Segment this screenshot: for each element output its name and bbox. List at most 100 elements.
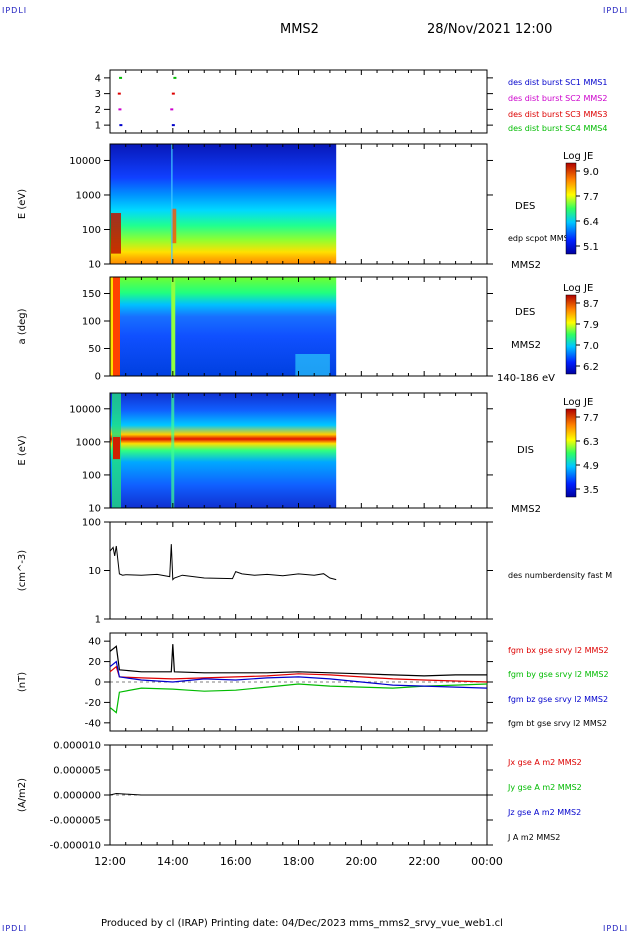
des-energy-scpot-label: edp scpot MMS2 <box>508 234 574 243</box>
current-density-legend-entry: Jx gse A m2 MMS2 <box>507 758 582 767</box>
des-pitch-colorbar-tick-label: 7.0 <box>583 341 599 352</box>
density-legend-entry: des numberdensity fast M <box>508 571 612 580</box>
des-energy-colorbar-tick-label: 9.0 <box>583 167 599 178</box>
datetime-title: 28/Nov/2021 12:00 <box>427 22 553 37</box>
dis-energy-colorbar <box>565 408 577 498</box>
dis-energy-colorbar-tick-label: 3.5 <box>583 485 599 496</box>
des-pitch-ytick-label: 100 <box>82 317 101 328</box>
des-energy-colorbar <box>565 162 577 255</box>
des-energy-colorbar-tick-label: 7.7 <box>583 192 599 203</box>
current-density-ytick-label: 0.000000 <box>53 791 101 802</box>
dis-energy-ytick-label: 1000 <box>76 437 101 448</box>
corner-label-top-left: IPDLI <box>2 6 28 15</box>
x-axis-tick-label: 00:00 <box>471 855 503 868</box>
availability-ytick-label: 3 <box>95 89 101 100</box>
availability-mark <box>173 76 177 79</box>
magnetic-field-ytick-label: 20 <box>88 657 101 668</box>
magnetic-field-ytick-label: -40 <box>85 718 101 729</box>
current-density-ytick-label: 0.000005 <box>53 766 101 777</box>
magnetic-field-legend-entry: fgm by gse srvy l2 MMS2 <box>508 670 609 679</box>
des-pitch-colorbar-title: Log JE <box>563 283 593 294</box>
current-density-ytick-label: -0.000010 <box>50 841 101 852</box>
availability-mark <box>170 108 174 111</box>
availability-mark <box>171 124 175 127</box>
magnetic-field-legend-entry: fgm bz gse srvy l2 MMS2 <box>508 695 608 704</box>
des-energy-ylabel: E (eV) <box>17 189 28 219</box>
availability-mark <box>118 108 122 111</box>
des-pitch-spectrogram-hotspot <box>112 277 120 376</box>
des-pitch-spectrogram-hotspot <box>110 277 113 376</box>
density-ytick-label: 10 <box>88 566 101 577</box>
des-energy-colorbar-tick-label: 6.4 <box>583 217 599 228</box>
dis-energy-colorbar-title: Log JE <box>563 397 593 408</box>
density-series-line <box>109 544 337 581</box>
x-axis-tick-label: 16:00 <box>220 855 252 868</box>
x-axis-tick-label: 22:00 <box>408 855 440 868</box>
availability-legend-entry: des dist burst SC3 MMS3 <box>508 110 607 119</box>
des-energy-spectrogram-hotspot <box>111 213 121 254</box>
dis-energy-spectrogram-hotspot <box>113 437 120 460</box>
corner-label-bottom-left: IPDLI <box>2 924 28 933</box>
density-ytick-label: 100 <box>82 518 101 529</box>
corner-label-top-right: IPDLI <box>603 6 629 15</box>
availability-panel-frame <box>109 69 488 134</box>
x-axis-tick-label: 20:00 <box>345 855 377 868</box>
des-pitch-ytick-label: 0 <box>95 372 101 383</box>
des-pitch-ytick-label: 150 <box>82 289 101 300</box>
dis-energy-colorbar-tick-label: 4.9 <box>583 461 599 472</box>
dis-energy-ytick-label: 10 <box>88 504 101 515</box>
dis-energy-spacecraft-label: MMS2 <box>511 504 541 515</box>
dis-energy-label: DIS <box>517 445 534 456</box>
des-energy-ytick-label: 10000 <box>69 156 101 167</box>
dis-energy-ytick-label: 10000 <box>69 404 101 415</box>
magnetic-field-series-line <box>109 660 488 689</box>
availability-mark <box>119 76 123 79</box>
des-pitch-ytick-label: 50 <box>88 344 101 355</box>
current-density-ytick-label: -0.000005 <box>50 816 101 827</box>
current-density-legend-entry: Jz gse A m2 MMS2 <box>507 808 581 817</box>
des-pitch-ylabel: a (deg) <box>17 308 28 344</box>
dis-energy-ylabel: E (eV) <box>17 435 28 465</box>
magnetic-field-series-line <box>109 683 488 714</box>
current-density-series-line <box>109 792 487 796</box>
dis-energy-colorbar-tick-label: 6.3 <box>583 437 599 448</box>
current-density-ytick-label: 0.000010 <box>53 741 101 752</box>
des-energy-ytick-label: 100 <box>82 225 101 236</box>
des-energy-spectrogram <box>110 144 337 264</box>
x-axis-tick-label: 12:00 <box>94 855 126 868</box>
availability-legend-entry: des dist burst SC2 MMS2 <box>508 94 607 103</box>
des-energy-spacecraft-label: MMS2 <box>511 260 541 271</box>
des-pitch-energy-label: 140-186 eV <box>497 373 555 384</box>
dis-energy-spectrogram-spike <box>171 393 175 508</box>
corner-label-bottom-right: IPDLI <box>603 924 629 933</box>
availability-ytick-label: 2 <box>95 105 101 116</box>
availability-legend-entry: des dist burst SC1 MMS1 <box>508 78 607 87</box>
availability-ytick-label: 1 <box>95 121 101 132</box>
density-panel-frame <box>109 521 488 620</box>
x-axis-tick-label: 14:00 <box>157 855 189 868</box>
current-density-legend-entry: Jy gse A m2 MMS2 <box>507 783 582 792</box>
density-ylabel: (cm^-3) <box>17 550 28 591</box>
availability-ytick-label: 4 <box>95 73 101 84</box>
des-pitch-colorbar-tick-label: 6.2 <box>583 362 599 373</box>
availability-mark <box>171 92 175 95</box>
des-pitch-label: DES <box>515 307 535 318</box>
x-axis-tick-label: 18:00 <box>283 855 315 868</box>
des-pitch-spacecraft-label: MMS2 <box>511 340 541 351</box>
availability-legend-entry: des dist burst SC4 MMS4 <box>508 124 607 133</box>
magnetic-field-ytick-label: -20 <box>85 698 101 709</box>
des-energy-colorbar-tick-label: 5.1 <box>583 242 599 253</box>
magnetic-field-series-line <box>109 665 488 683</box>
magnetic-field-legend-entry: fgm bx gse srvy l2 MMS2 <box>508 646 609 655</box>
des-energy-ytick-label: 1000 <box>76 190 101 201</box>
des-energy-colorbar-title: Log JE <box>563 151 593 162</box>
des-pitch-colorbar-tick-label: 7.9 <box>583 320 599 331</box>
magnetic-field-legend-entry: fgm bt gse srvy l2 MMS2 <box>508 719 607 728</box>
magnetic-field-ytick-label: 0 <box>95 678 101 689</box>
dis-energy-ytick-label: 100 <box>82 470 101 481</box>
spacecraft-title: MMS2 <box>280 22 319 37</box>
current-density-legend-entry: J A m2 MMS2 <box>507 833 560 842</box>
dis-energy-colorbar-tick-label: 7.7 <box>583 413 599 424</box>
magnetic-field-ytick-label: 40 <box>88 637 101 648</box>
